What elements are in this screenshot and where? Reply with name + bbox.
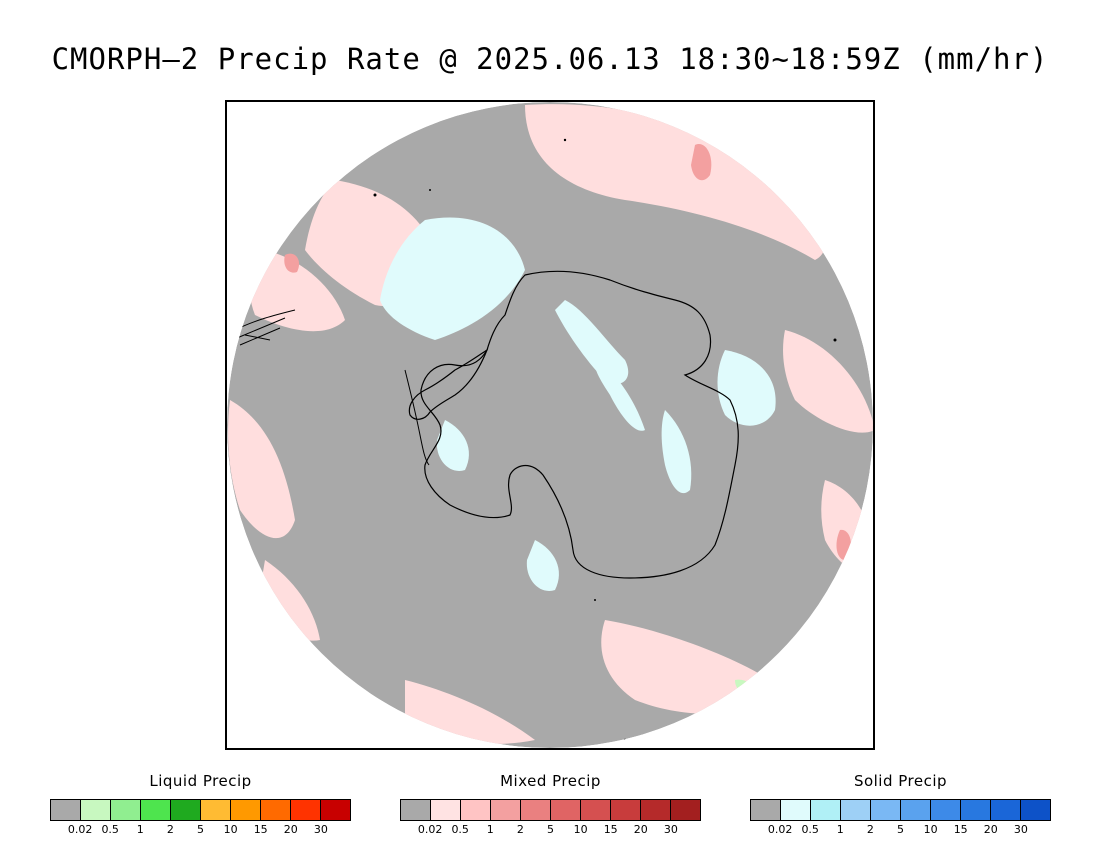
legend-tick-label: 5 bbox=[897, 823, 904, 836]
legend-title: Solid Precip bbox=[853, 772, 948, 790]
legend-swatch bbox=[461, 800, 491, 820]
precip-map bbox=[225, 100, 875, 750]
legend-colorbar bbox=[50, 799, 351, 821]
legend-swatch bbox=[141, 800, 171, 820]
legend-tick-label: 15 bbox=[253, 823, 268, 836]
legend-tick-label: 5 bbox=[197, 823, 204, 836]
legend-swatch bbox=[261, 800, 291, 820]
legend-swatch bbox=[641, 800, 671, 820]
legend-swatch bbox=[811, 800, 841, 820]
legend-swatch bbox=[781, 800, 811, 820]
legend-tick-label: 0.02 bbox=[67, 823, 93, 836]
legend-tick-label: 2 bbox=[166, 823, 174, 836]
legend-tick-label: 10 bbox=[573, 823, 588, 836]
legend-tick-label: 20 bbox=[283, 823, 298, 836]
legend-colorbar bbox=[750, 799, 1051, 821]
legend-swatch bbox=[581, 800, 611, 820]
antarctic-peninsula bbox=[408, 348, 489, 420]
legend-swatch bbox=[321, 800, 350, 820]
legend-swatch bbox=[51, 800, 81, 820]
legend-tick-label: 10 bbox=[223, 823, 238, 836]
legend-tick-label: 1 bbox=[486, 823, 494, 836]
legend-swatch bbox=[291, 800, 321, 820]
solid-precip-regions bbox=[380, 217, 776, 591]
legend-mixed: Mixed Precip 0.02 0.5 1 2 5 10 15 20 30 bbox=[400, 772, 701, 837]
legend-swatch bbox=[1021, 800, 1050, 820]
legend-swatch bbox=[871, 800, 901, 820]
map-title: CMORPH–2 Precip Rate @ 2025.06.13 18:30~… bbox=[51, 42, 1049, 76]
legend-swatch bbox=[901, 800, 931, 820]
legend-swatch bbox=[401, 800, 431, 820]
legend-swatch bbox=[81, 800, 111, 820]
legend-ticks: 0.02 0.5 1 2 5 10 15 20 30 bbox=[400, 823, 701, 837]
legend-tick-label: 15 bbox=[953, 823, 968, 836]
legend-ticks: 0.02 0.5 1 2 5 10 15 20 30 bbox=[750, 823, 1051, 837]
legend-tick-label: 2 bbox=[516, 823, 524, 836]
legend-ticks: 0.02 0.5 1 2 5 10 15 20 30 bbox=[50, 823, 351, 837]
legend-tick-label: 20 bbox=[633, 823, 648, 836]
legend-swatch bbox=[961, 800, 991, 820]
legend-swatch bbox=[231, 800, 261, 820]
legend-tick-label: 2 bbox=[866, 823, 874, 836]
legend-tick-label: 30 bbox=[663, 823, 678, 836]
legend-swatch bbox=[611, 800, 641, 820]
legend-tick-label: 0.5 bbox=[451, 823, 469, 836]
legend-tick-label: 15 bbox=[603, 823, 618, 836]
legend-tick-label: 1 bbox=[836, 823, 844, 836]
legend-colorbar bbox=[400, 799, 701, 821]
legend-tick-label: 30 bbox=[1013, 823, 1028, 836]
legend-tick-label: 10 bbox=[923, 823, 938, 836]
legend-title: Mixed Precip bbox=[500, 772, 601, 790]
legend-liquid: Liquid Precip 0.02 0.5 1 2 5 10 15 20 30 bbox=[50, 772, 351, 837]
legend-swatch bbox=[991, 800, 1021, 820]
south-america-tip bbox=[234, 309, 296, 346]
legend-swatch bbox=[111, 800, 141, 820]
legend-swatch bbox=[841, 800, 871, 820]
legend-swatch bbox=[551, 800, 581, 820]
legend-tick-label: 0.5 bbox=[101, 823, 119, 836]
legend-swatch bbox=[201, 800, 231, 820]
legend-swatch bbox=[431, 800, 461, 820]
legend-tick-label: 5 bbox=[547, 823, 554, 836]
legend-tick-label: 0.02 bbox=[417, 823, 443, 836]
legend-swatch bbox=[171, 800, 201, 820]
legend-tick-label: 30 bbox=[313, 823, 328, 836]
polar-map-svg bbox=[227, 102, 873, 748]
legend-swatch bbox=[751, 800, 781, 820]
legend-swatch bbox=[931, 800, 961, 820]
legend-swatch bbox=[521, 800, 551, 820]
legend-tick-label: 1 bbox=[136, 823, 144, 836]
legend-solid: Solid Precip 0.02 0.5 1 2 5 10 15 20 30 bbox=[750, 772, 1051, 837]
legend-tick-label: 0.5 bbox=[801, 823, 819, 836]
islands bbox=[373, 138, 837, 742]
legend-swatch bbox=[491, 800, 521, 820]
legend-swatch bbox=[671, 800, 700, 820]
legend-tick-label: 0.02 bbox=[767, 823, 793, 836]
antarctica-coastline bbox=[420, 270, 739, 579]
legend-tick-label: 20 bbox=[983, 823, 998, 836]
legend-title: Liquid Precip bbox=[149, 772, 252, 790]
